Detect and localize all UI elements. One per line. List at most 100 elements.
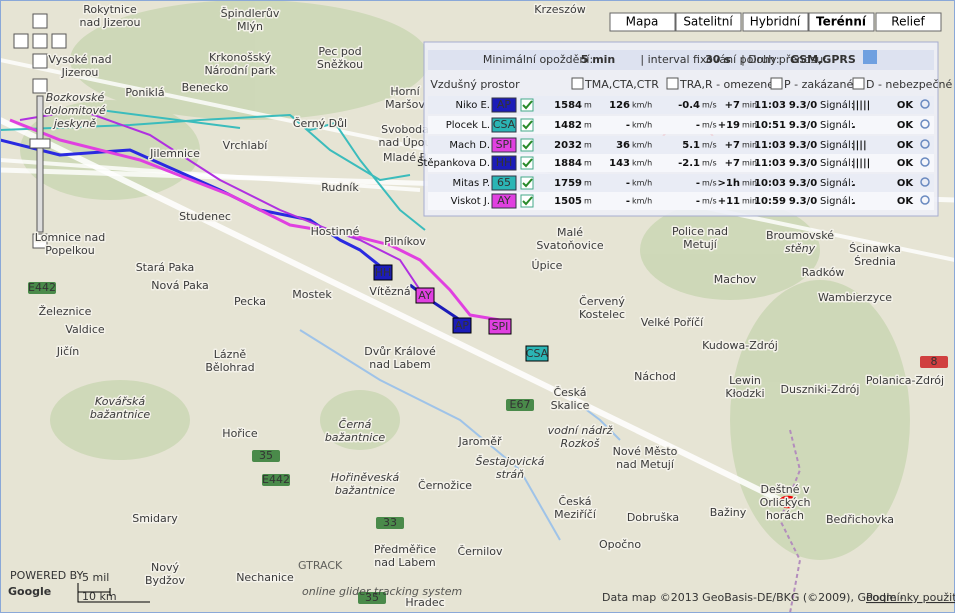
zoom-to-pilot[interactable] [920, 157, 930, 167]
place-label: Černá [339, 418, 372, 431]
cell-altitude: 2032 [554, 140, 582, 151]
terms-link[interactable]: Podmínky použití [866, 591, 955, 604]
place-label: Černožice [418, 479, 472, 492]
place-label: Broumovské [766, 229, 834, 242]
map-type-label: Terénní [816, 15, 867, 29]
map-type-button[interactable] [875, 12, 942, 32]
place-label: Wambierzyce [818, 291, 892, 304]
airspace-checkbox[interactable] [770, 77, 783, 90]
place-label: Rokytnice [83, 3, 137, 16]
cell-time: 10:51 [754, 120, 786, 131]
pilot-name: Viskot J. [451, 196, 490, 207]
pilot-tag: CSA [493, 118, 516, 131]
glider-marker[interactable] [452, 317, 472, 334]
map-type-button[interactable] [742, 12, 809, 32]
place-label: Kudowa-Zdrój [702, 339, 778, 352]
row-background [428, 96, 934, 114]
pilot-tag-box [491, 97, 517, 113]
place-label: Horní [390, 85, 420, 98]
place-label: Mostek [292, 288, 332, 301]
cell-altitude: 1482 [554, 120, 582, 131]
place-label: Mladé B [383, 151, 427, 164]
place-label: Špindlerův [221, 7, 280, 20]
cell-age: >1h [718, 178, 740, 189]
zoom-to-pilot[interactable] [920, 195, 930, 205]
place-label: nad Metují [616, 458, 675, 471]
signal-bars: ||||| [852, 158, 870, 169]
cell-altitude: 1584 [554, 100, 582, 111]
signal-bars: . [852, 178, 856, 189]
row-background [428, 154, 934, 172]
google-logo: Google [8, 585, 51, 598]
place-label: Polanica-Zdrój [866, 374, 944, 387]
place-label: Metují [683, 238, 718, 251]
place-label: Hořice [222, 427, 258, 440]
place-label: Jaroměř [457, 435, 501, 448]
place-label: Bažiny [710, 506, 747, 519]
glider-tag: HH [375, 266, 392, 279]
place-label: nad Jizerou [79, 16, 140, 29]
cell-unit: m/s [702, 101, 717, 110]
cell-unit: min [742, 101, 757, 110]
airspace-checkbox[interactable] [852, 77, 865, 90]
glider-marker[interactable] [415, 287, 435, 304]
place-label: Rozkoš [561, 437, 600, 450]
place-label: Krkonošský [209, 51, 272, 64]
map-type-button[interactable] [675, 12, 742, 32]
signal-label: Signál: [820, 157, 854, 169]
cell-time: 11:03 [754, 158, 786, 169]
cell-unit: km/h [632, 141, 652, 150]
signal-label: Signál: [820, 99, 854, 111]
cell-time: 10:59 [754, 196, 786, 207]
expand-button[interactable] [863, 50, 877, 64]
cell-unit: m [584, 159, 592, 168]
road-number: 35 [365, 591, 379, 604]
cell-gps: 9.3/0 [789, 140, 817, 151]
zoom-to-pilot[interactable] [920, 119, 930, 129]
place-label: stěny [785, 242, 816, 255]
place-label: Duszniki-Zdrój [781, 383, 860, 396]
airspace-checkbox[interactable] [666, 77, 679, 90]
place-label: Valdice [65, 323, 105, 336]
zoom-to-pilot[interactable] [920, 99, 930, 109]
road-sign [376, 517, 404, 529]
zoom-control[interactable] [13, 13, 67, 249]
cell-status: OK [897, 120, 915, 131]
place-label: Kostelec [579, 308, 625, 321]
panel-header: 5 min [581, 53, 616, 66]
cell-vario: -2.1 [678, 158, 700, 169]
airspace-checkbox[interactable] [571, 77, 584, 90]
cell-unit: min [742, 159, 757, 168]
map-type-label: Hybridní [750, 15, 801, 29]
place-label: Předměřice [374, 543, 437, 556]
signal-bars: |||| [852, 140, 867, 151]
zoom-to-pilot[interactable] [920, 139, 930, 149]
airspace-label: TMA,CTA,CTR [584, 78, 659, 91]
place-label: nad Labem [374, 556, 436, 569]
road-sign [28, 282, 56, 294]
glider-marker[interactable] [488, 318, 512, 335]
pilot-tag: AP [497, 98, 512, 111]
place-label: Hořiněveská [331, 471, 400, 484]
cell-status: OK [897, 158, 915, 169]
map-type-button[interactable] [808, 12, 875, 32]
highlight-circle [778, 495, 798, 509]
place-label: Vysoké nad [48, 53, 111, 66]
map-type-button[interactable] [609, 12, 676, 32]
place-label: Hostinné [311, 225, 360, 238]
place-label: Malé [557, 226, 583, 239]
pilot-tag: 65 [497, 176, 511, 189]
glider-marker[interactable] [525, 345, 549, 362]
cell-vario: - [696, 196, 700, 207]
place-label: Machov [714, 273, 757, 286]
glider-tag: SPI [492, 320, 509, 333]
glider-marker[interactable] [373, 264, 393, 281]
place-label: dolomitové [44, 104, 106, 117]
zoom-to-pilot[interactable] [920, 177, 930, 187]
signal-label: Signál: [820, 139, 854, 151]
pilot-name: Niko E. [456, 100, 491, 111]
glider-tag: CSA [526, 347, 549, 360]
row-background [428, 192, 934, 210]
cell-vario: - [696, 120, 700, 131]
place-label: Lewin [729, 374, 761, 387]
